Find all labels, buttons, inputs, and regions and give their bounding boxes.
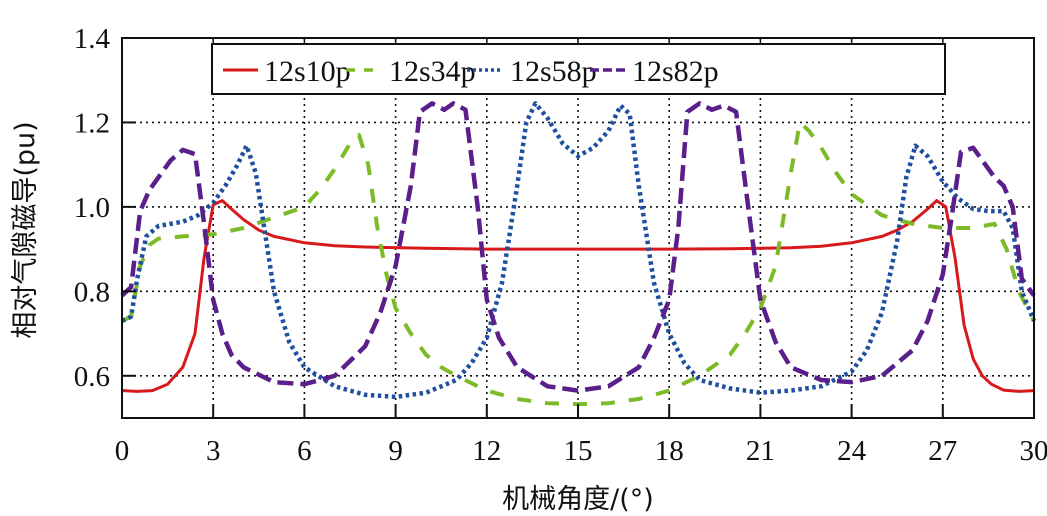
legend-label-12s82p: 12s82p bbox=[632, 55, 719, 88]
legend: 12s10p 12s34p 12s58p 12s82p bbox=[211, 43, 946, 95]
y-tick-label: 1.0 bbox=[74, 192, 110, 224]
y-axis-title: 相对气隙磁导(pu) bbox=[10, 121, 41, 338]
x-tick-label: 15 bbox=[564, 435, 593, 467]
series-12s34p bbox=[121, 120, 1036, 407]
series-lines bbox=[120, 101, 1037, 407]
legend-box bbox=[211, 43, 946, 95]
x-tick-label: 27 bbox=[928, 435, 957, 467]
x-tick-label: 6 bbox=[297, 435, 312, 467]
x-tick-label: 3 bbox=[206, 435, 221, 467]
y-tick-label: 1.2 bbox=[74, 107, 110, 139]
legend-label-12s58p: 12s58p bbox=[510, 55, 597, 88]
series-12s58p bbox=[121, 101, 1037, 400]
x-tick-labels: 0 3 6 9 12 15 18 21 24 27 30 bbox=[115, 435, 1047, 467]
y-tick-label: 0.8 bbox=[74, 276, 110, 308]
legend-label-12s10p: 12s10p bbox=[264, 55, 351, 88]
x-tick-label: 0 bbox=[115, 435, 130, 467]
x-tick-label: 30 bbox=[1020, 435, 1047, 467]
x-tick-label: 9 bbox=[388, 435, 403, 467]
x-axis-title: 机械角度/(°) bbox=[502, 484, 654, 515]
grid-lines bbox=[122, 38, 1034, 418]
legend-label-12s34p: 12s34p bbox=[389, 55, 476, 88]
y-tick-label: 0.6 bbox=[74, 361, 110, 393]
series-12s82p bbox=[120, 101, 1036, 393]
x-tick-label: 21 bbox=[746, 435, 775, 467]
series-12s10p bbox=[121, 199, 1035, 393]
x-tick-label: 24 bbox=[837, 435, 867, 467]
y-tick-labels: 0.6 0.8 1.0 1.2 1.4 bbox=[74, 23, 111, 393]
x-tick-label: 18 bbox=[655, 435, 684, 467]
x-tick-label: 12 bbox=[472, 435, 501, 467]
y-tick-label: 1.4 bbox=[74, 23, 111, 55]
